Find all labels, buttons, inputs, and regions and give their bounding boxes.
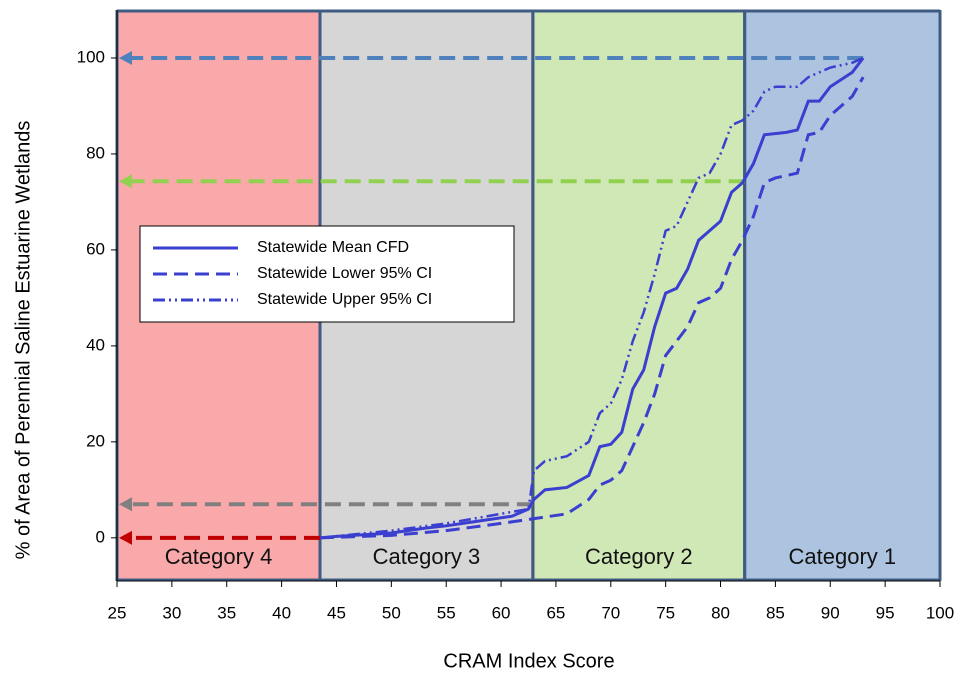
series-line xyxy=(319,76,865,540)
arrow-head xyxy=(119,174,132,189)
series-line xyxy=(319,56,864,540)
category-region xyxy=(744,10,940,581)
category-label: Category 2 xyxy=(585,544,693,569)
x-tick-label: 25 xyxy=(108,603,127,622)
x-tick-label: 60 xyxy=(492,603,511,622)
x-tick-label: 100 xyxy=(926,603,954,622)
x-tick-label: 30 xyxy=(162,603,181,622)
x-tick-label: 75 xyxy=(656,603,675,622)
legend-label: Statewide Mean CFD xyxy=(257,239,409,256)
y-tick-label: 0 xyxy=(96,527,105,546)
category-label: Category 3 xyxy=(373,544,481,569)
category-label: Category 4 xyxy=(165,544,273,569)
x-tick-label: 55 xyxy=(437,603,456,622)
x-tick-label: 40 xyxy=(272,603,291,622)
arrow-head xyxy=(119,530,132,545)
x-tick-label: 45 xyxy=(327,603,346,622)
arrow-head xyxy=(119,50,132,65)
x-tick-label: 70 xyxy=(601,603,620,622)
y-tick-label: 20 xyxy=(86,431,105,450)
legend-label: Statewide Upper 95% CI xyxy=(257,291,432,308)
series-line xyxy=(319,57,865,540)
category-region xyxy=(532,10,745,581)
y-axis-title: % of Area of Perennial Saline Estuarine … xyxy=(12,121,34,560)
legend-label: Statewide Lower 95% CI xyxy=(257,265,432,282)
x-tick-label: 50 xyxy=(382,603,401,622)
y-tick-label: 100 xyxy=(77,47,105,66)
y-tick-label: 60 xyxy=(86,239,105,258)
x-tick-label: 65 xyxy=(546,603,565,622)
arrow-head xyxy=(119,497,132,512)
x-axis-title: CRAM Index Score xyxy=(443,650,614,672)
x-tick-label: 35 xyxy=(217,603,236,622)
y-tick-label: 40 xyxy=(86,335,105,354)
y-tick-label: 80 xyxy=(86,143,105,162)
category-label: Category 1 xyxy=(789,544,897,569)
x-tick-label: 85 xyxy=(766,603,785,622)
x-tick-label: 90 xyxy=(821,603,840,622)
x-tick-label: 95 xyxy=(876,603,895,622)
x-tick-label: 80 xyxy=(711,603,730,622)
